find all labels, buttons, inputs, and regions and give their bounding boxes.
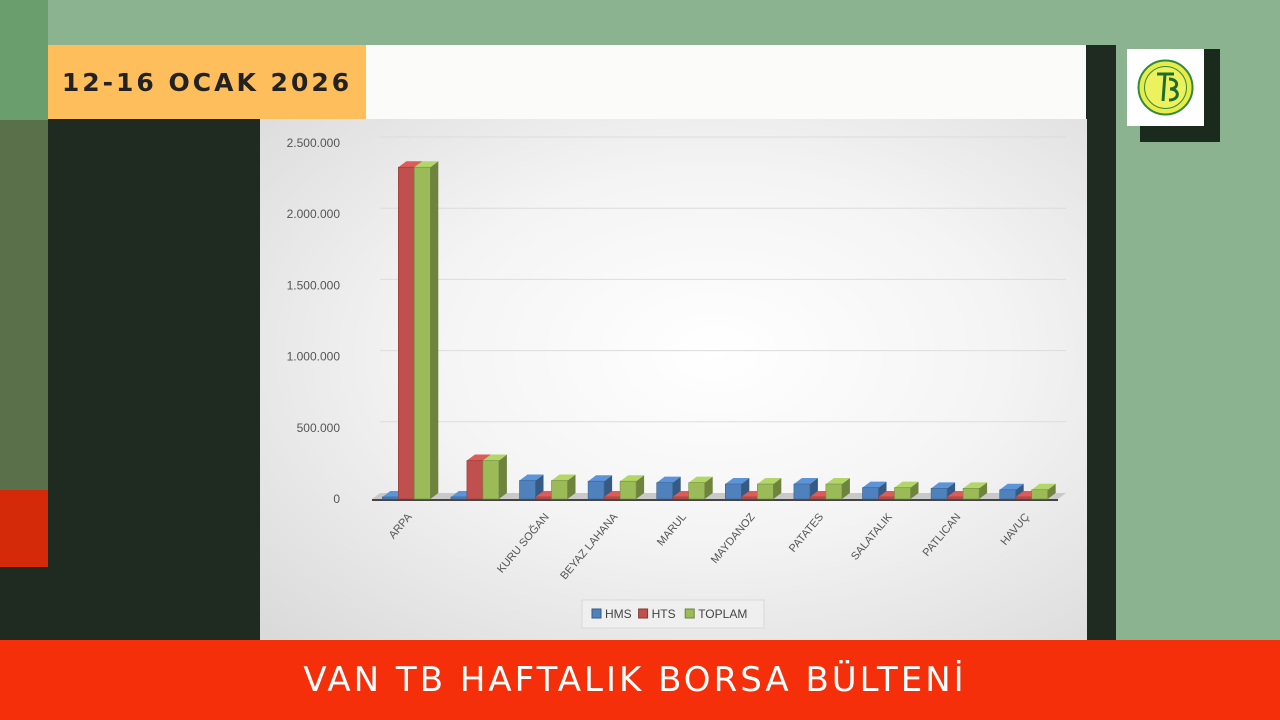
bar-top bbox=[757, 478, 782, 485]
bar-hms-blank bbox=[450, 496, 468, 500]
bar-toplam-kuru-soğan bbox=[551, 480, 568, 500]
bar-side bbox=[1047, 483, 1056, 499]
bar-top bbox=[1031, 483, 1056, 490]
bar-chart: 0 500.000 1.000.000 1.500.000 2.000.000 2.500… bbox=[287, 136, 1066, 629]
bar-top bbox=[963, 482, 988, 489]
bar-top bbox=[620, 475, 645, 482]
bar-hms-patlican bbox=[930, 488, 948, 500]
bar-toplam-salatalik bbox=[894, 487, 911, 500]
bar-toplam-arpa bbox=[414, 166, 431, 500]
legend-swatch-hts bbox=[638, 608, 649, 619]
chart-panel: 0 500.000 1.000.000 1.500.000 2.000.000 2.500… bbox=[260, 119, 1087, 640]
bar-hts-patlican bbox=[946, 496, 964, 500]
bar-top bbox=[519, 474, 544, 481]
bar-hms-kuru-soğan bbox=[519, 480, 536, 500]
footer-banner: VAN TB HAFTALIK BORSA BÜLTENİ bbox=[0, 640, 1280, 720]
bar-top bbox=[551, 474, 576, 481]
x-tick-label: BEYAZ LAHANA bbox=[558, 511, 621, 582]
bar-hts-blank bbox=[466, 460, 484, 500]
tb-logo-icon bbox=[1137, 59, 1194, 116]
y-tick-label: 2.500.000 bbox=[287, 136, 341, 150]
top-green-strip bbox=[48, 0, 1116, 45]
bar-side bbox=[636, 475, 645, 499]
bar-top bbox=[656, 476, 681, 483]
bar-toplam-blank bbox=[482, 460, 500, 500]
y-tick-label: 1.500.000 bbox=[287, 278, 341, 292]
legend-label-hts: HTS bbox=[652, 607, 676, 621]
x-tick-label: PATLICAN bbox=[921, 511, 964, 559]
bar-top bbox=[414, 161, 439, 168]
legend-swatch-toplam bbox=[684, 608, 695, 619]
bar-top bbox=[931, 482, 956, 489]
x-tick-label: PATATES bbox=[787, 511, 826, 555]
bar-side bbox=[773, 478, 782, 499]
legend-box bbox=[581, 599, 765, 629]
x-tick-label: HAVUÇ bbox=[999, 511, 1032, 548]
x-tick-label: KURU SOĞAN bbox=[494, 511, 552, 576]
bar-top bbox=[688, 476, 713, 483]
bar-hts-patates bbox=[809, 496, 827, 500]
bar-top bbox=[482, 454, 507, 461]
bar-hts-salatalik bbox=[878, 496, 895, 500]
bar-toplam-marul bbox=[688, 482, 706, 500]
bar-hts-marul bbox=[672, 496, 690, 500]
bar-hms-salatalik bbox=[862, 487, 879, 500]
bar-side bbox=[1015, 483, 1024, 499]
y-tick-label: 2.000.000 bbox=[287, 207, 341, 221]
bar-top bbox=[862, 481, 887, 488]
x-tick-label: MAYDANOZ bbox=[709, 511, 758, 566]
bar-side bbox=[498, 454, 507, 499]
legend-label-hms: HMS bbox=[605, 607, 632, 621]
bar-hts-arpa bbox=[398, 166, 415, 500]
bar-hms-marul bbox=[656, 482, 674, 500]
bar-hts-beyaz-lahana bbox=[603, 496, 621, 500]
left-stripe-olive bbox=[0, 120, 48, 490]
bar-side bbox=[878, 481, 887, 499]
bar-hts-havuç bbox=[1015, 496, 1033, 500]
y-tick-label: 500.000 bbox=[297, 421, 341, 435]
left-stripe-light-green bbox=[0, 0, 48, 120]
legend-swatch-hms bbox=[591, 608, 602, 619]
date-badge: 12-16 OCAK 2026 bbox=[48, 45, 366, 119]
bar-hms-beyaz-lahana bbox=[587, 480, 605, 500]
bar-side bbox=[567, 474, 576, 499]
bar-top bbox=[894, 481, 919, 488]
bar-top bbox=[398, 161, 423, 168]
bar-hms-maydanoz bbox=[724, 483, 742, 500]
y-tick-label: 0 bbox=[333, 492, 340, 506]
bar-toplam-beyaz-lahana bbox=[619, 480, 637, 500]
bar-side bbox=[910, 481, 919, 499]
footer-title: VAN TB HAFTALIK BORSA BÜLTENİ bbox=[303, 660, 967, 700]
bar-toplam-havuç bbox=[1031, 489, 1049, 500]
bar-toplam-patates bbox=[825, 483, 843, 500]
date-label: 12-16 OCAK 2026 bbox=[61, 67, 353, 97]
bar-hms-havuç bbox=[999, 489, 1017, 500]
x-tick-label: ARPA bbox=[387, 511, 415, 542]
bar-side bbox=[947, 482, 956, 499]
bar-side bbox=[979, 482, 988, 499]
bar-side bbox=[430, 161, 439, 499]
bar-hts-maydanoz bbox=[740, 496, 758, 500]
bar-top bbox=[793, 478, 818, 485]
bar-top bbox=[725, 478, 750, 485]
x-tick-label: SALATALIK bbox=[849, 511, 895, 563]
bar-hms-arpa bbox=[382, 496, 399, 500]
bar-side bbox=[704, 476, 713, 499]
bar-top bbox=[825, 478, 850, 485]
bar-top bbox=[588, 475, 613, 482]
bar-toplam-maydanoz bbox=[756, 483, 774, 500]
logo-box bbox=[1127, 49, 1204, 126]
bar-hms-patates bbox=[793, 483, 811, 500]
bar-side bbox=[841, 478, 850, 499]
x-tick-label: MARUL bbox=[655, 511, 689, 548]
legend-label-toplam: TOPLAM bbox=[698, 607, 747, 621]
bar-toplam-patlican bbox=[962, 488, 980, 500]
y-tick-label: 1.000.000 bbox=[287, 350, 341, 364]
left-stripe-red bbox=[0, 490, 48, 567]
bar-top bbox=[999, 483, 1024, 490]
bar-hts-kuru-soğan bbox=[535, 496, 552, 500]
header-shadow bbox=[1086, 45, 1116, 119]
